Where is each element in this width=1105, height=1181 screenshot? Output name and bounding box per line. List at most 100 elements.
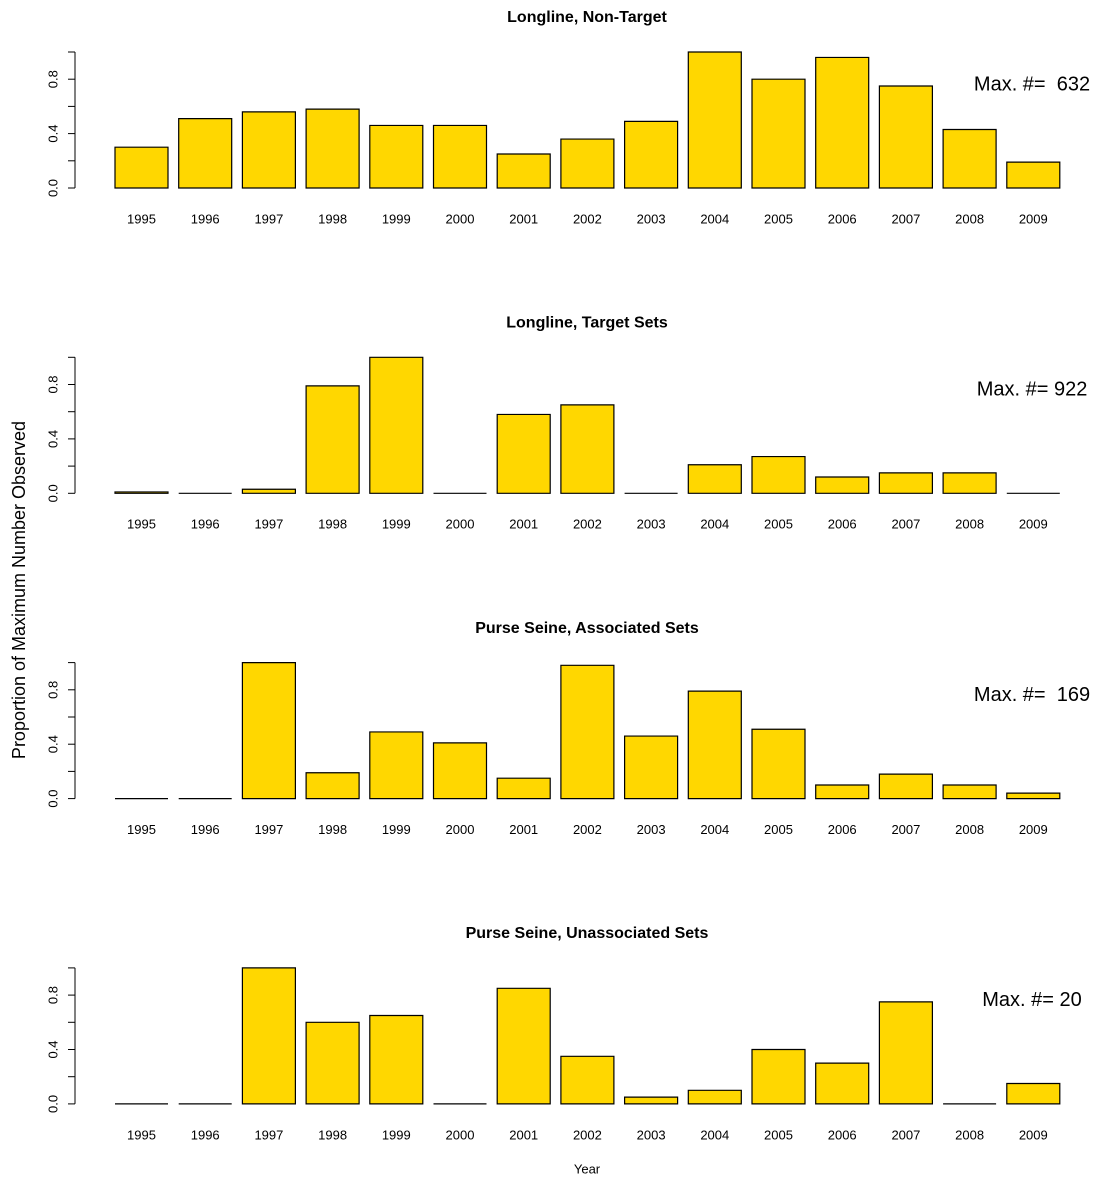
- bar: [751, 78, 806, 189]
- x-tick-label: 1998: [318, 822, 347, 837]
- bar: [241, 662, 296, 800]
- chart-title: Longline, Non-Target: [507, 9, 667, 26]
- x-tick-label: 2000: [446, 211, 475, 226]
- y-tick-label: 0.8: [45, 986, 60, 1004]
- x-tick-label: 2009: [1019, 1127, 1048, 1142]
- x-tick-label: 2007: [891, 822, 920, 837]
- x-tick-label: 2003: [637, 1127, 666, 1142]
- y-tick-label: 0.4: [45, 430, 60, 448]
- x-tick-label: 1996: [191, 517, 220, 532]
- x-tick-label: 2003: [637, 211, 666, 226]
- x-tick-label: 2005: [764, 211, 793, 226]
- x-tick-label: 2001: [509, 1127, 538, 1142]
- x-tick-label: 1997: [254, 517, 283, 532]
- bar: [305, 772, 360, 800]
- bar: [369, 124, 424, 189]
- x-tick-label: 2004: [700, 517, 729, 532]
- bar: [942, 128, 997, 189]
- x-tick-label: 2003: [637, 517, 666, 532]
- bar: [1006, 792, 1061, 800]
- bar: [241, 488, 296, 494]
- x-tick-label: 2008: [955, 211, 984, 226]
- x-tick-label: 1999: [382, 822, 411, 837]
- x-tick-label: 2002: [573, 1127, 602, 1142]
- bar: [687, 51, 742, 189]
- x-tick-label: 1999: [382, 211, 411, 226]
- x-tick-label: 1995: [127, 822, 156, 837]
- y-tick-label: 0.8: [45, 375, 60, 393]
- bar: [942, 472, 997, 494]
- bar: [496, 987, 551, 1105]
- chart-title: Purse Seine, Unassociated Sets: [466, 925, 709, 942]
- bar: [560, 664, 615, 800]
- y-tick-label: 0.4: [45, 1040, 60, 1058]
- bar: [560, 404, 615, 494]
- y-tick-label: 0.4: [45, 125, 60, 143]
- x-tick-label: 1995: [127, 211, 156, 226]
- x-tick-label: 2001: [509, 822, 538, 837]
- y-tick-label: 0.8: [45, 70, 60, 88]
- bar: [751, 455, 806, 494]
- x-tick-label: 2000: [446, 1127, 475, 1142]
- bar: [432, 742, 488, 800]
- x-tick-label: 1997: [254, 1127, 283, 1142]
- y-tick-label: 0.0: [45, 790, 60, 808]
- x-tick-label: 2008: [955, 822, 984, 837]
- bar: [1006, 161, 1061, 189]
- bar: [496, 777, 551, 800]
- bar: [751, 728, 806, 800]
- bar: [114, 491, 169, 494]
- bar: [305, 385, 360, 494]
- x-tick-label: 2004: [700, 1127, 729, 1142]
- bar: [560, 1055, 615, 1105]
- bar: [305, 1021, 360, 1105]
- y-tick-label: 0.0: [45, 484, 60, 502]
- x-tick-label: 2005: [764, 822, 793, 837]
- x-tick-label: 2009: [1019, 517, 1048, 532]
- y-tick-label: 0.0: [45, 1095, 60, 1113]
- bar: [878, 472, 933, 494]
- x-tick-label: 2002: [573, 822, 602, 837]
- bar: [369, 731, 424, 800]
- annotation: Max. #= 169: [974, 684, 1090, 706]
- x-tick-label: 2007: [891, 517, 920, 532]
- bar: [1006, 1082, 1061, 1105]
- x-tick-label: 2007: [891, 211, 920, 226]
- chart-title: Purse Seine, Associated Sets: [475, 620, 699, 637]
- bar: [815, 1062, 870, 1105]
- x-tick-label: 2001: [509, 211, 538, 226]
- x-tick-label: 1999: [382, 1127, 411, 1142]
- x-tick-label: 2007: [891, 1127, 920, 1142]
- bar: [624, 735, 679, 800]
- bar: [369, 1014, 424, 1105]
- bar: [942, 784, 997, 800]
- annotation: Max. #= 922: [977, 379, 1088, 401]
- bar: [815, 476, 870, 494]
- x-tick-label: 2002: [573, 517, 602, 532]
- x-tick-label: 1997: [254, 211, 283, 226]
- bar: [178, 118, 233, 189]
- y-tick-label: 0.4: [45, 735, 60, 753]
- annotation: Max. #= 632: [974, 73, 1090, 95]
- y-axis-label: Proportion of Maximum Number Observed: [9, 421, 29, 759]
- bar: [624, 1096, 679, 1105]
- bar: [241, 967, 296, 1105]
- x-tick-label: 2008: [955, 517, 984, 532]
- x-tick-label: 1997: [254, 822, 283, 837]
- bar: [624, 120, 679, 189]
- x-tick-label: 1998: [318, 211, 347, 226]
- x-tick-label: 1996: [191, 822, 220, 837]
- x-tick-label: 2006: [828, 1127, 857, 1142]
- x-tick-label: 2008: [955, 1127, 984, 1142]
- x-tick-label: 2005: [764, 517, 793, 532]
- x-axis-label: Year: [574, 1161, 601, 1176]
- bar: [305, 108, 360, 189]
- x-tick-label: 2005: [764, 1127, 793, 1142]
- bar: [241, 111, 296, 189]
- bar: [369, 356, 424, 494]
- bar: [815, 784, 870, 800]
- bar: [751, 1048, 806, 1105]
- bar: [114, 146, 169, 189]
- bar: [878, 85, 933, 189]
